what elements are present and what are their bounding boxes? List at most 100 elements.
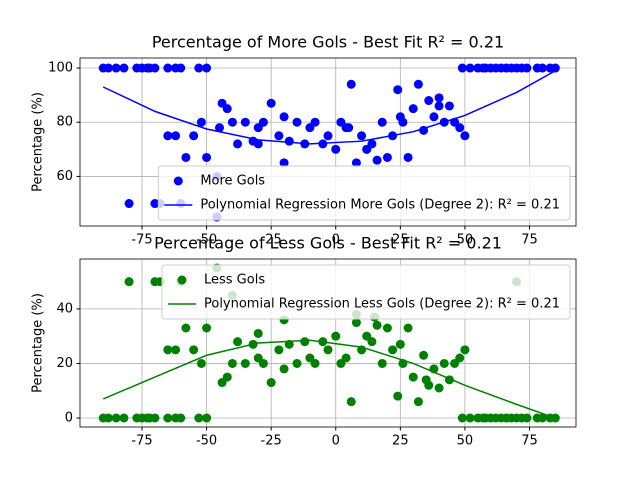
x-tick-label: 50 (457, 233, 474, 248)
y-tick-label: 0 (65, 411, 73, 426)
x-tick-label: -75 (131, 233, 152, 248)
marks (98, 63, 560, 222)
point (274, 131, 284, 141)
point (341, 353, 351, 363)
x-tick-label: 75 (521, 434, 538, 449)
point (292, 358, 302, 368)
y-tick-label: 40 (56, 301, 73, 316)
point (388, 345, 398, 355)
point (279, 364, 289, 374)
y-tick-label: 100 (48, 61, 73, 76)
point (194, 413, 204, 423)
legend-box (161, 264, 571, 320)
point (460, 131, 470, 141)
point (215, 123, 224, 133)
point (227, 117, 237, 127)
point (434, 93, 444, 103)
point (372, 155, 382, 165)
point (222, 104, 232, 114)
point (395, 112, 405, 122)
point (124, 199, 134, 209)
point (351, 318, 361, 328)
point (362, 144, 372, 154)
legend-label: Polynomial Regression Less Gols (Degree … (204, 297, 560, 312)
point (351, 158, 361, 168)
point (550, 63, 560, 73)
point (444, 101, 454, 111)
point (434, 101, 444, 111)
point (103, 63, 113, 73)
point (331, 144, 341, 154)
point (163, 131, 173, 141)
point (176, 63, 186, 73)
point (344, 123, 354, 133)
point (331, 331, 341, 341)
point (284, 136, 294, 146)
point (455, 123, 465, 133)
legend-marker (173, 176, 183, 186)
point (522, 413, 532, 423)
chart-title: Percentage of Less Gols - Best Fit R² = … (154, 234, 502, 253)
point (357, 131, 367, 141)
x-tick-label: -25 (261, 233, 282, 248)
point (233, 139, 243, 149)
legend-marker (177, 275, 187, 285)
point (189, 345, 199, 355)
point (222, 372, 232, 382)
point (393, 391, 403, 401)
point (421, 375, 431, 385)
point (240, 358, 250, 368)
point (424, 96, 434, 106)
point (465, 63, 475, 73)
point (202, 152, 212, 162)
x-tick-label: -50 (196, 434, 217, 449)
x-tick-label: 0 (332, 233, 340, 248)
point (253, 328, 263, 338)
y-tick-label: 60 (56, 169, 73, 184)
point (103, 413, 113, 423)
x-tick-label: 0 (332, 434, 340, 449)
y-tick-label: 20 (56, 356, 73, 371)
point (196, 358, 206, 368)
legend: More Gols Polynomial Regression More Gols… (157, 165, 571, 221)
point (377, 358, 387, 368)
point (413, 397, 423, 407)
point (403, 152, 413, 162)
point (233, 337, 243, 347)
point (457, 413, 467, 423)
point (171, 131, 181, 141)
point (171, 345, 181, 355)
point (408, 104, 418, 114)
point (310, 358, 320, 368)
point (253, 139, 263, 149)
axes-frame (79, 258, 577, 428)
point (279, 112, 289, 122)
point (181, 323, 191, 333)
legend-label: Less Gols (204, 273, 265, 288)
point (163, 345, 173, 355)
x-tick-label: 50 (457, 434, 474, 449)
legend: Less Gols Polynomial Regression Less Gols… (161, 264, 571, 320)
point (323, 131, 333, 141)
x-tick-label: -75 (131, 434, 152, 449)
point (310, 117, 320, 127)
point (550, 413, 560, 423)
x-tick-label: -25 (261, 434, 282, 449)
point (395, 339, 405, 349)
point (393, 85, 403, 95)
point (457, 63, 467, 73)
legend-label: Polynomial Regression More Gols (Degree … (200, 198, 560, 213)
legend-box (157, 165, 571, 221)
marks (98, 263, 560, 423)
point (419, 350, 429, 360)
point (266, 378, 276, 388)
x-tick-label: 75 (521, 233, 538, 248)
point (181, 152, 191, 162)
y-tick-label: 80 (56, 115, 73, 130)
point (372, 320, 382, 330)
point (119, 413, 129, 423)
point (258, 358, 268, 368)
point (292, 117, 302, 127)
regression-line (102, 339, 548, 416)
